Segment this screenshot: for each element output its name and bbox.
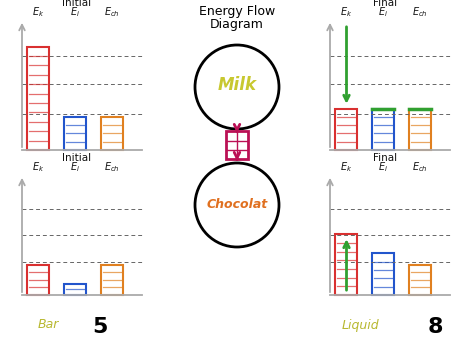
Text: $E_i$: $E_i$ [378,160,388,174]
Bar [27,47,49,150]
Text: $E_{ch}$: $E_{ch}$ [412,160,428,174]
Text: $E_i$: $E_i$ [70,5,80,19]
Text: Final: Final [373,153,397,163]
Text: $E_{ch}$: $E_{ch}$ [104,5,120,19]
Text: Final: Final [373,0,397,8]
Bar [372,253,394,295]
Text: $E_k$: $E_k$ [32,5,45,19]
Text: Energy Flow: Energy Flow [199,5,275,18]
Text: Chocolat: Chocolat [206,198,268,212]
Bar [64,284,86,295]
Bar [101,117,123,150]
Bar [409,265,431,295]
Text: $E_k$: $E_k$ [340,5,353,19]
Text: Diagram: Diagram [210,18,264,31]
Text: $E_k$: $E_k$ [340,160,353,174]
Bar [64,117,86,150]
Text: Initial: Initial [63,0,91,8]
Text: $E_i$: $E_i$ [378,5,388,19]
Text: $E_i$: $E_i$ [70,160,80,174]
Text: $E_{ch}$: $E_{ch}$ [104,160,120,174]
Text: $E_{ch}$: $E_{ch}$ [412,5,428,19]
Bar [336,234,357,295]
Text: Liquid: Liquid [342,318,380,332]
Circle shape [195,45,279,129]
Text: $E_k$: $E_k$ [32,160,45,174]
Text: Initial: Initial [63,153,91,163]
Bar [226,131,248,159]
Bar [27,265,49,295]
Bar [101,265,123,295]
Text: 8: 8 [427,317,443,337]
Circle shape [195,163,279,247]
Text: Milk: Milk [218,76,256,94]
Text: 5: 5 [92,317,108,337]
Bar [409,109,431,150]
Bar [336,109,357,150]
Text: Bar: Bar [38,318,59,332]
Bar [372,109,394,150]
